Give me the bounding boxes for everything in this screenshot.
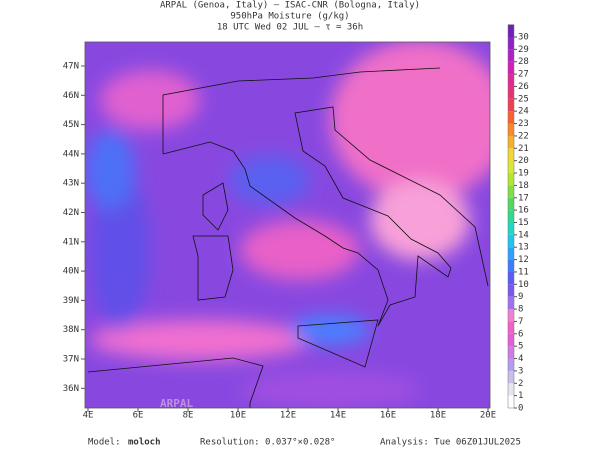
lon-tick-label: 18E	[430, 411, 446, 421]
colorbar-segment	[508, 173, 514, 186]
lat-tick-label: 47N	[63, 62, 79, 72]
colorbar-tick-label: 2	[518, 379, 523, 389]
colorbar-tick-label: 30	[518, 33, 529, 43]
lat-tick-label: 41N	[63, 237, 79, 247]
colorbar-tick-label: 4	[518, 354, 523, 364]
lat-tick-label: 37N	[63, 355, 79, 365]
colorbar-tick-label: 3	[518, 366, 523, 376]
header-line: 950hPa Moisture (g/kg)	[230, 12, 349, 22]
lat-tick-label: 43N	[63, 179, 79, 189]
lat-tick-label: 45N	[63, 120, 79, 130]
lon-tick-label: 8E	[183, 411, 194, 421]
colorbar-segment	[508, 135, 514, 149]
colorbar-tick-label: 19	[518, 169, 529, 179]
colorbar-segment	[508, 123, 514, 136]
lat-tick-label: 36N	[63, 384, 79, 394]
lon-tick-label: 12E	[280, 411, 296, 421]
colorbar-segment	[508, 284, 514, 297]
colorbar-segment	[508, 86, 514, 99]
colorbar-tick-label: 24	[518, 107, 529, 117]
footer-analysis: Analysis: Tue 06Z01JUL2025	[380, 438, 521, 448]
colorbar-tick-label: 11	[518, 267, 529, 277]
colorbar-segment	[508, 247, 514, 260]
lat-tick-label: 40N	[63, 267, 79, 277]
colorbar-segment	[508, 49, 514, 62]
lon-tick-label: 16E	[380, 411, 396, 421]
colorbar-segment	[508, 271, 514, 285]
colorbar-tick-label: 25	[518, 94, 529, 104]
colorbar-segment	[508, 309, 514, 322]
colorbar-tick-label: 28	[518, 57, 529, 67]
lon-tick-label: 6E	[133, 411, 144, 421]
lon-tick-label: 4E	[83, 411, 94, 421]
colorbar-tick-label: 29	[518, 45, 529, 55]
colorbar-segment	[508, 210, 514, 223]
colorbar-tick-label: 8	[518, 305, 523, 315]
colorbar-tick-label: 27	[518, 70, 529, 80]
colorbar-segment	[508, 358, 514, 371]
colorbar-segment	[508, 259, 514, 272]
moisture-field: ARPAL	[85, 42, 490, 410]
lon-tick-label: 10E	[230, 411, 246, 421]
watermark: ARPAL	[160, 397, 193, 410]
colorbar-tick-label: 26	[518, 82, 529, 92]
colorbar-tick-label: 20	[518, 156, 529, 166]
colorbar-segment	[508, 234, 514, 248]
colorbar-tick-label: 15	[518, 218, 529, 228]
lat-tick-label: 38N	[63, 325, 79, 335]
lat-tick-label: 39N	[63, 296, 79, 306]
lat-tick-label: 42N	[63, 208, 79, 218]
colorbar-segment	[508, 98, 514, 112]
colorbar-tick-label: 5	[518, 342, 523, 352]
colorbar-tick-label: 21	[518, 144, 529, 154]
colorbar-segment	[508, 185, 514, 198]
colorbar-tick-label: 16	[518, 206, 529, 216]
colorbar-tick-label: 6	[518, 329, 523, 339]
colorbar-tick-label: 13	[518, 243, 529, 253]
colorbar-segment	[508, 111, 514, 124]
colorbar-tick-label: 9	[518, 292, 523, 302]
colorbar-segment	[508, 370, 514, 384]
colorbar-segment	[508, 37, 514, 50]
colorbar-tick-label: 23	[518, 119, 529, 129]
lon-tick-label: 14E	[330, 411, 346, 421]
colorbar-segment	[508, 197, 514, 211]
colorbar-tick-label: 7	[518, 317, 523, 327]
colorbar-tick-label: 0	[518, 404, 523, 414]
colorbar-segment	[508, 395, 514, 408]
colorbar-segment	[508, 24, 514, 37]
colorbar-tick-label: 22	[518, 131, 529, 141]
footer-model: moloch	[128, 438, 161, 448]
colorbar-tick-label: 18	[518, 181, 529, 191]
colorbar-segment	[508, 222, 514, 235]
footer-resolution: Resolution: 0.037°×0.028°	[200, 438, 335, 448]
colorbar-segment	[508, 74, 514, 87]
colorbar-tick-label: 10	[518, 280, 529, 290]
colorbar-segment	[508, 160, 514, 174]
colorbar-segment	[508, 333, 514, 347]
colorbar-segment	[508, 383, 514, 396]
colorbar-segment	[508, 148, 514, 161]
colorbar-segment	[508, 346, 514, 359]
colorbar-tick-label: 17	[518, 193, 529, 203]
colorbar-segment	[508, 296, 514, 310]
colorbar-tick-label: 12	[518, 255, 529, 265]
colorbar-tick-label: 14	[518, 230, 529, 240]
header-line: 18 UTC Wed 02 JUL – τ = 36h	[217, 23, 363, 33]
colorbar-segment	[508, 61, 514, 75]
lat-tick-label: 46N	[63, 91, 79, 101]
colorbar-frame	[507, 24, 515, 409]
footer-label: Model:	[88, 438, 121, 448]
colorbar-segment	[508, 321, 514, 334]
header-line: ARPAL (Genoa, Italy) – ISAC-CNR (Bologna…	[160, 1, 420, 11]
lon-tick-label: 20E	[480, 411, 496, 421]
colorbar-tick-label: 1	[518, 391, 523, 401]
lat-tick-label: 44N	[63, 149, 79, 159]
